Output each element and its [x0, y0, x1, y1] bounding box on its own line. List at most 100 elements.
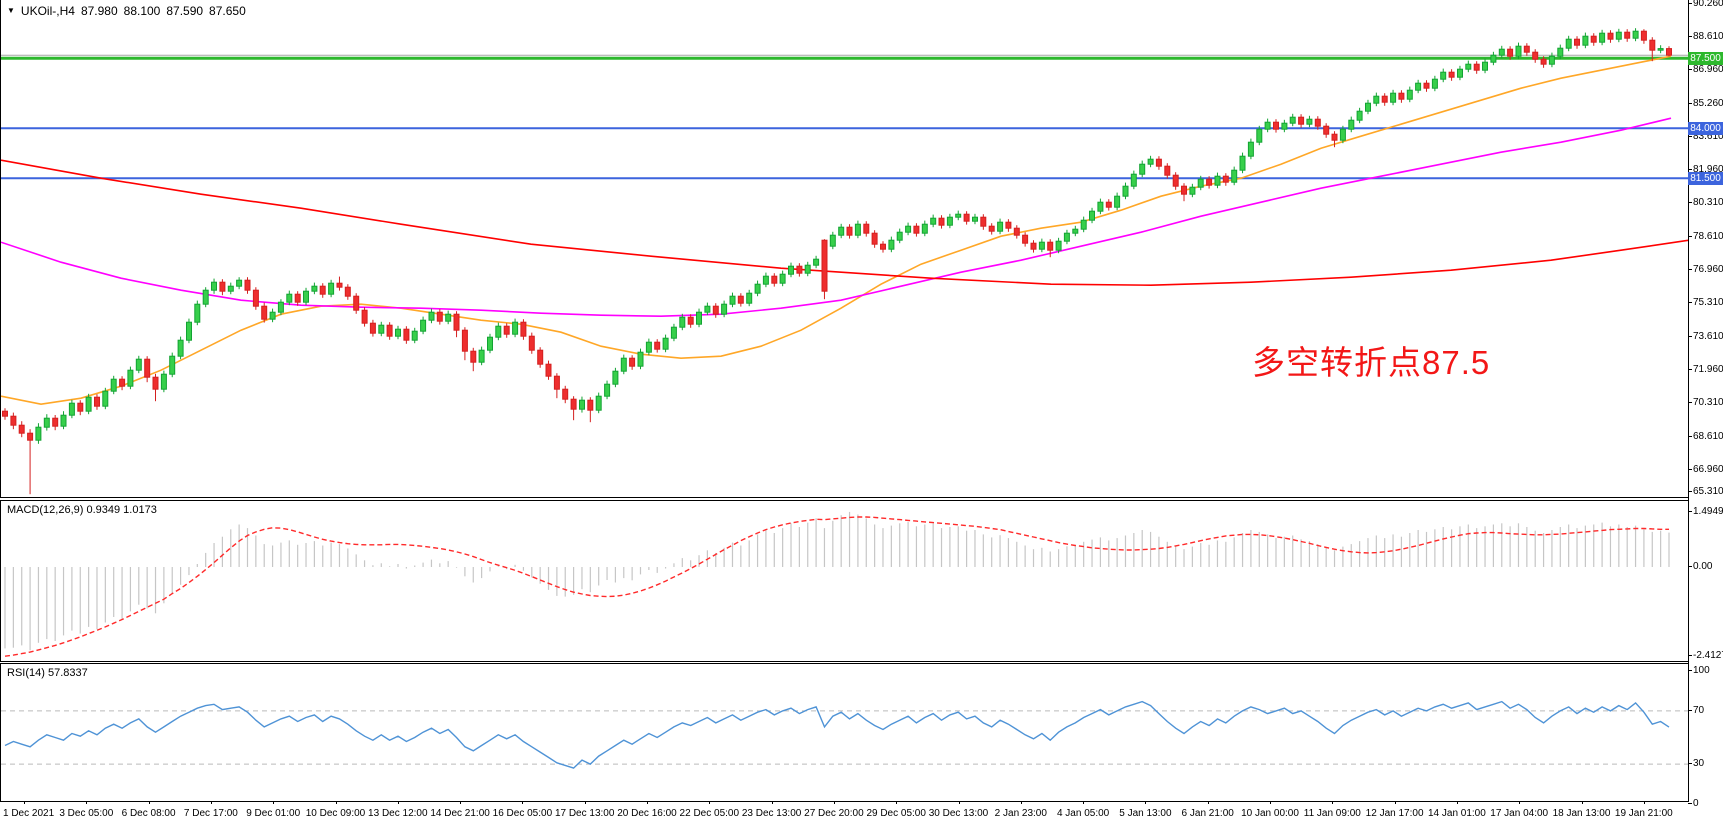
axis-tick: [1688, 566, 1692, 567]
time-axis-tick: [1581, 801, 1583, 804]
time-axis-tick: [1270, 801, 1271, 804]
level-price-tag-87500: 87.500: [1688, 51, 1723, 65]
time-axis-label: 5 Jan 13:00: [1119, 808, 1172, 819]
time-axis-label: 10 Jan 00:00: [1241, 808, 1299, 819]
time-axis-label: 22 Dec 05:00: [679, 808, 740, 819]
time-axis-tick: [397, 801, 399, 804]
axis-tick: [1688, 436, 1692, 437]
macd-indicator-label: MACD(12,26,9) 0.9349 1.0173: [7, 504, 157, 516]
axis-tick: [1688, 236, 1692, 237]
time-axis-tick: [273, 801, 275, 804]
macd-axis-zero-label: 0.00: [1693, 561, 1713, 572]
time-axis-tick: [1332, 801, 1334, 804]
time-axis-tick: [1145, 801, 1147, 804]
time-axis-tick: [709, 801, 711, 804]
axis-tick: [1688, 269, 1692, 270]
price-axis-label: 66.960: [1693, 464, 1723, 475]
price-axis-label: 80.310: [1693, 197, 1723, 208]
time-axis-tick: [335, 801, 337, 804]
time-axis-tick: [1394, 801, 1396, 804]
price-axis-label: 65.310: [1693, 486, 1723, 497]
axis-tick: [1688, 670, 1692, 671]
price-axis-label: 90.260: [1693, 0, 1723, 9]
time-axis-tick: [210, 801, 212, 804]
rsi-axis-label-30: 30: [1693, 758, 1705, 770]
rsi-line: [4, 700, 1670, 769]
axis-tick: [1688, 763, 1692, 765]
price-axis-label: 83.610: [1693, 131, 1723, 142]
time-axis-label: 13 Dec 12:00: [368, 808, 428, 819]
axis-tick: [1688, 491, 1692, 492]
axis-tick: [1688, 3, 1692, 4]
time-axis-label: 17 Dec 13:00: [554, 808, 615, 819]
time-axis-label: 19 Jan 21:00: [1614, 808, 1673, 819]
time-axis-tick: [1020, 801, 1022, 804]
time-axis-label: 14 Dec 21:00: [430, 808, 490, 819]
time-axis-label: 12 Jan 17:00: [1365, 808, 1424, 819]
rsi-axis-label-0: 0: [1693, 798, 1699, 809]
ohlc-open: 87.980: [80, 4, 118, 18]
price-axis-label: 76.960: [1693, 264, 1723, 275]
rsi-chart-canvas[interactable]: [1, 664, 1689, 799]
time-axis-label: 10 Dec 09:00: [305, 808, 366, 819]
time-axis-label: 2 Jan 23:00: [994, 808, 1047, 819]
time-axis-label: 27 Dec 20:00: [804, 808, 864, 819]
rsi-indicator-label: RSI(14) 57.8337: [7, 667, 88, 679]
price-axis-label: 85.260: [1693, 98, 1723, 109]
time-axis-label: 18 Jan 13:00: [1552, 808, 1611, 819]
price-axis-label: 70.310: [1693, 397, 1723, 408]
axis-tick: [1688, 369, 1692, 370]
time-axis-tick: [1207, 801, 1209, 804]
symbol-label: UKOil-,H4: [20, 4, 75, 18]
level-price-tag-81500: 81.500: [1688, 171, 1723, 185]
time-axis-tick: [958, 801, 960, 804]
ma-mid-line: [1, 117, 1672, 318]
time-axis-tick: [522, 801, 524, 804]
main-price-panel[interactable]: [0, 0, 1689, 498]
rsi-panel[interactable]: RSI(14) 57.8337: [0, 663, 1689, 802]
price-axis-label: 68.610: [1693, 431, 1723, 442]
axis-tick: [1688, 202, 1692, 203]
right-axis-column[interactable]: 90.260 88.610 86.960 85.260 83.610 81.960 80.3…: [1688, 0, 1723, 836]
time-axis-label: 6 Dec 08:00: [121, 808, 176, 819]
time-axis-label: 23 Dec 13:00: [741, 808, 802, 819]
time-axis-label: 1 Dec 2021: [3, 808, 55, 819]
axis-tick: [1688, 136, 1692, 137]
price-axis-label: 78.610: [1693, 231, 1723, 242]
time-axis-label: 4 Jan 05:00: [1056, 808, 1110, 819]
time-axis-label: 9 Dec 01:00: [246, 808, 301, 819]
axis-tick: [1688, 169, 1692, 170]
rsi-axis-label-70: 70: [1693, 704, 1705, 716]
axis-tick: [1688, 36, 1692, 37]
axis-tick: [1688, 336, 1692, 337]
time-axis-tick: [896, 801, 898, 804]
ohlc-close: 87.650: [209, 4, 246, 18]
time-axis-tick: [148, 801, 150, 804]
axis-tick: [1688, 469, 1692, 470]
rsi-axis-label-100: 100: [1693, 665, 1710, 676]
price-axis-label: 71.960: [1693, 364, 1723, 375]
time-axis-tick: [460, 801, 462, 804]
time-axis-tick: [1456, 801, 1458, 804]
symbol-dropdown-icon[interactable]: ▼: [7, 5, 15, 15]
time-axis-tick: [833, 801, 835, 804]
annotation-text: 多空转折点87.5: [1252, 344, 1491, 381]
time-axis-tick: [1519, 801, 1521, 804]
ohlc-high: 88.100: [123, 4, 161, 18]
time-axis-label: 16 Dec 05:00: [492, 808, 553, 819]
ma-slow-line: [1, 159, 1689, 287]
price-axis-label: 86.960: [1693, 64, 1723, 75]
time-axis-label: 14 Jan 01:00: [1427, 808, 1486, 819]
price-axis-label: 73.610: [1693, 331, 1723, 342]
macd-signal-line: [4, 516, 1669, 657]
time-axis-label: 29 Dec 05:00: [866, 808, 926, 819]
time-axis-tick: [584, 801, 586, 804]
axis-tick: [1688, 803, 1692, 804]
macd-panel[interactable]: MACD(12,26,9) 0.9349 1.0173: [0, 500, 1689, 662]
axis-tick: [1688, 69, 1692, 70]
macd-chart-canvas[interactable]: [1, 501, 1689, 659]
chart-title: ▼ UKOil-,H4 87.980 88.100 87.590 87.650: [7, 4, 246, 18]
time-axis-tick: [647, 801, 648, 804]
price-chart-canvas[interactable]: [1, 0, 1689, 497]
